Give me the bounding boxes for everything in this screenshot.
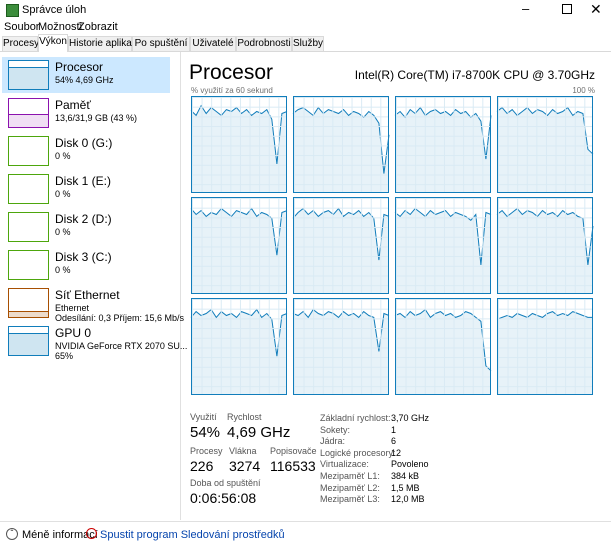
- spec-value: 384 kB: [391, 471, 420, 481]
- thumbnail-fill: [9, 114, 48, 128]
- cpu-core-cell: [293, 96, 389, 193]
- sidebar-detail: 0 %: [55, 265, 71, 275]
- stat-value: 54%: [190, 424, 221, 441]
- stat-label: Vlákna: [229, 446, 257, 456]
- menu-item[interactable]: Zobrazit: [78, 21, 118, 33]
- tab-separator: [0, 51, 611, 52]
- cpu-core-cell: [395, 96, 491, 193]
- cpu-core-cell: [395, 197, 491, 294]
- close-button[interactable]: ✕: [590, 1, 602, 17]
- cpu-core-cell: [191, 197, 287, 294]
- spec-value: 3,70 GHz: [391, 413, 430, 423]
- sidebar-thumbnail[interactable]: [8, 60, 49, 90]
- graph-max: 100 %: [572, 86, 595, 95]
- menu-item[interactable]: Možnosti: [38, 21, 83, 33]
- sidebar-name[interactable]: GPU 0: [55, 326, 92, 340]
- stat-value: 116533: [270, 458, 316, 474]
- sidebar-thumbnail[interactable]: [8, 250, 49, 280]
- stat-label: Rychlost: [227, 412, 262, 422]
- tab[interactable]: Služby: [292, 36, 324, 51]
- sidebar-detail: 54% 4,69 GHz: [55, 75, 114, 85]
- window-title: Správce úloh: [22, 4, 87, 16]
- sidebar-detail: Odesílání: 0,3 Příjem: 15,6 Mb/s: [55, 313, 185, 323]
- sidebar-detail: Ethernet: [55, 303, 90, 313]
- spec-label: Logické procesory:: [320, 447, 396, 458]
- stat-value: 226: [190, 458, 214, 474]
- cpu-core-cell: [395, 298, 491, 395]
- cpu-name: Intel(R) Core(TM) i7-8700K CPU @ 3.70GHz: [354, 68, 595, 82]
- tab[interactable]: Po spuštění: [132, 36, 190, 51]
- resource-monitor-link[interactable]: Spustit program Sledování prostředků: [100, 529, 285, 541]
- spec-label: Mezipaměť L1:: [320, 471, 380, 481]
- sidebar-detail: NVIDIA GeForce RTX 2070 SU...: [55, 341, 188, 351]
- collapse-icon[interactable]: ˆ: [6, 528, 18, 540]
- sidebar-name[interactable]: Síť Ethernet: [55, 288, 120, 302]
- app-icon: [6, 4, 19, 17]
- resource-monitor-icon: [86, 528, 97, 539]
- stat-label: Využití: [190, 412, 217, 422]
- stat-label: Popisovače: [270, 446, 317, 456]
- sidebar-thumbnail[interactable]: [8, 212, 49, 242]
- cpu-core-cell: [497, 197, 593, 294]
- spec-value: Povoleno: [391, 459, 429, 470]
- sidebar-detail: 0 %: [55, 227, 71, 237]
- stat-value: 0:06:56:08: [190, 490, 257, 506]
- sidebar-name[interactable]: Procesor: [55, 60, 104, 74]
- cpu-core-cell: [497, 298, 593, 395]
- graph-label: % využití za 60 sekund: [191, 86, 273, 95]
- spec-value: 1,5 MB: [391, 482, 420, 493]
- sidebar-detail: 65%: [55, 351, 74, 361]
- spec-label: Mezipaměť L2:: [320, 482, 380, 493]
- spec-value: 12,0 MB: [391, 494, 425, 505]
- sidebar-detail: 0 %: [55, 151, 71, 161]
- footer-divider: [0, 521, 611, 522]
- title-bar: Správce úloh – ✕: [0, 0, 611, 20]
- cpu-core-cell: [293, 298, 389, 395]
- tab[interactable]: Výkon: [38, 34, 68, 52]
- stat-value: 4,69 GHz: [227, 424, 291, 441]
- sidebar-thumbnail[interactable]: [8, 326, 49, 356]
- spec-label: Sokety:: [320, 424, 351, 435]
- sidebar-name[interactable]: Disk 1 (E:): [55, 174, 112, 188]
- spec-label: Mezipaměť L3:: [320, 494, 380, 505]
- stat-label: Procesy: [190, 446, 223, 456]
- sidebar-divider: [180, 52, 181, 520]
- sidebar-detail: 13,6/31,9 GB (43 %): [55, 113, 138, 123]
- sidebar-thumbnail[interactable]: [8, 174, 49, 204]
- sidebar-thumbnail[interactable]: [8, 98, 49, 128]
- tab[interactable]: Historie aplikací: [68, 36, 140, 51]
- sidebar-thumbnail[interactable]: [8, 136, 49, 166]
- thumbnail-fill: [9, 311, 48, 318]
- sidebar-name[interactable]: Disk 3 (C:): [55, 250, 112, 264]
- stat-label: Doba od spuštění: [190, 478, 261, 488]
- sidebar-name[interactable]: Paměť: [55, 98, 91, 112]
- spec-value: 1: [391, 424, 397, 435]
- tab[interactable]: Procesy: [2, 36, 40, 51]
- thumbnail-fill: [9, 67, 48, 90]
- sidebar-name[interactable]: Disk 2 (D:): [55, 212, 112, 226]
- sidebar-name[interactable]: Disk 0 (G:): [55, 136, 113, 150]
- tab[interactable]: Podrobnosti: [236, 36, 292, 51]
- stat-value: 3274: [229, 458, 261, 474]
- menu-item[interactable]: Soubor: [4, 21, 40, 33]
- cpu-core-cell: [191, 96, 287, 193]
- spec-label: Virtualizace:: [320, 459, 369, 470]
- cpu-core-cell: [497, 96, 593, 193]
- spec-label: Základní rychlost:: [320, 413, 391, 423]
- less-info[interactable]: Méně informací: [22, 529, 98, 541]
- sidebar-thumbnail[interactable]: [8, 288, 49, 318]
- minimize-button[interactable]: –: [522, 1, 530, 16]
- cpu-core-cell: [293, 197, 389, 294]
- thumbnail-fill: [9, 333, 48, 356]
- spec-label: Jádra:: [320, 436, 346, 447]
- tab[interactable]: Uživatelé: [190, 36, 236, 51]
- maximize-button[interactable]: [562, 4, 572, 14]
- sidebar-detail: 0 %: [55, 189, 71, 199]
- cpu-core-cell: [191, 298, 287, 395]
- spec-value: 6: [391, 436, 397, 447]
- spec-value: 12: [391, 447, 402, 458]
- panel-title: Procesor: [189, 61, 274, 84]
